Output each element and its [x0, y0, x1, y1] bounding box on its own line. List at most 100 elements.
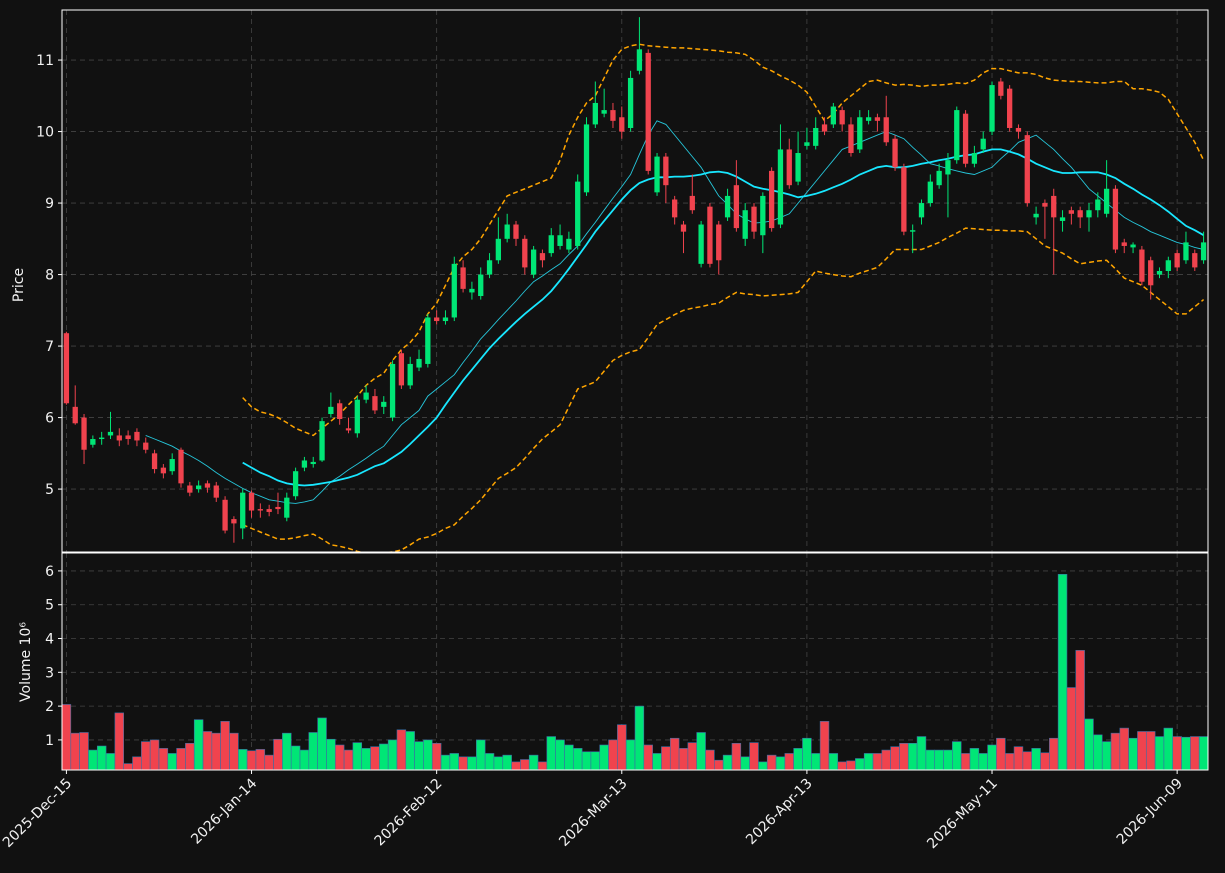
- candle-body: [989, 85, 995, 132]
- volume-bar: [837, 761, 847, 771]
- candle-body: [839, 110, 845, 125]
- candle-body: [601, 110, 607, 114]
- candle-body: [328, 406, 334, 414]
- candle-body: [1200, 242, 1207, 261]
- candle-body: [530, 249, 537, 275]
- candle-body: [777, 149, 784, 225]
- volume-tick-label: 3: [45, 665, 54, 681]
- volume-bar: [1004, 753, 1015, 771]
- volume-bar: [661, 746, 671, 771]
- volume-panel: [61, 573, 1209, 771]
- candle-body: [195, 485, 202, 490]
- volume-bar: [96, 745, 107, 771]
- volume-bar: [907, 742, 918, 771]
- volume-bar: [1066, 687, 1077, 771]
- volume-bar: [114, 712, 125, 771]
- volume-bar: [855, 758, 865, 771]
- volume-bar: [696, 732, 706, 771]
- candle-body: [1139, 249, 1145, 282]
- candle-body: [698, 224, 704, 264]
- volume-bar: [246, 750, 257, 771]
- volume-bar: [1163, 727, 1174, 771]
- candle-body: [178, 449, 184, 484]
- candle-body: [636, 49, 643, 71]
- volume-bar: [652, 753, 662, 771]
- candle-body: [848, 124, 854, 154]
- volume-bar: [88, 749, 98, 771]
- volume-bar: [1172, 736, 1182, 771]
- candle-body: [1183, 242, 1189, 261]
- candle-body: [663, 156, 669, 186]
- volume-bar: [1110, 732, 1121, 771]
- volume-tick-label: 2: [45, 699, 54, 715]
- volume-bar: [528, 754, 539, 771]
- volume-tick-label: 4: [45, 632, 54, 648]
- y-tick-label: 8: [45, 268, 54, 284]
- candle-body: [716, 224, 722, 261]
- candle-body: [1112, 188, 1119, 250]
- candle-body: [962, 113, 969, 164]
- volume-bar: [811, 753, 821, 771]
- y-tick-label: 9: [45, 196, 54, 212]
- candle-body: [768, 170, 775, 229]
- candle-body: [1121, 242, 1127, 246]
- volume-bar: [282, 732, 292, 771]
- volume-bar: [211, 732, 221, 771]
- candle-body: [187, 485, 193, 493]
- volume-bar: [387, 739, 398, 771]
- volume-bar: [960, 753, 971, 771]
- volume-bar: [1049, 737, 1059, 771]
- candle-body: [460, 267, 466, 289]
- candle-body: [592, 102, 598, 125]
- volume-bar: [343, 749, 354, 771]
- candle-body: [627, 77, 634, 128]
- candle-body: [821, 124, 828, 132]
- volume-bar: [308, 732, 318, 771]
- volume-tick-label: 5: [45, 598, 54, 614]
- volume-bar: [238, 749, 248, 771]
- candle-body: [63, 333, 70, 404]
- candle-body: [874, 117, 881, 121]
- candle-body: [610, 110, 616, 121]
- candle-body: [1095, 199, 1101, 211]
- volume-bar: [969, 748, 980, 771]
- candle-body: [504, 224, 510, 239]
- volume-bar: [1013, 746, 1024, 771]
- volume-bar: [520, 759, 530, 771]
- candle-body: [830, 106, 836, 125]
- volume-bar: [1198, 736, 1209, 771]
- volume-frame: [61, 552, 1209, 771]
- volume-bar: [220, 721, 230, 771]
- candle-body: [936, 170, 942, 186]
- volume-bar: [70, 732, 80, 771]
- candle-body: [680, 224, 687, 232]
- candle-body: [381, 401, 387, 407]
- candle-body: [1007, 88, 1013, 128]
- candle-body: [416, 358, 422, 368]
- volume-bar: [423, 739, 433, 771]
- candle-body: [1042, 203, 1048, 207]
- candle-body: [575, 181, 581, 246]
- volume-bar: [361, 748, 371, 771]
- volume-bar: [952, 741, 962, 771]
- volume-bar: [193, 719, 204, 771]
- candle-body: [1086, 210, 1092, 218]
- candle-body: [398, 353, 405, 386]
- candle-body: [292, 471, 299, 497]
- candle-body: [742, 210, 748, 239]
- candle-body: [442, 317, 449, 322]
- candle-body: [469, 288, 475, 293]
- volume-bar: [396, 729, 407, 771]
- volume-bar: [467, 756, 477, 771]
- candle-body: [1024, 135, 1030, 204]
- volume-bar: [581, 751, 592, 771]
- candle-body: [901, 167, 907, 232]
- volume-bar: [1137, 731, 1147, 771]
- candle-body: [1130, 244, 1136, 248]
- y-axis-label: Price: [11, 268, 27, 302]
- candle-body: [125, 435, 131, 440]
- candle-body: [486, 260, 493, 275]
- candle-body: [407, 363, 413, 386]
- volume-bar: [79, 732, 89, 771]
